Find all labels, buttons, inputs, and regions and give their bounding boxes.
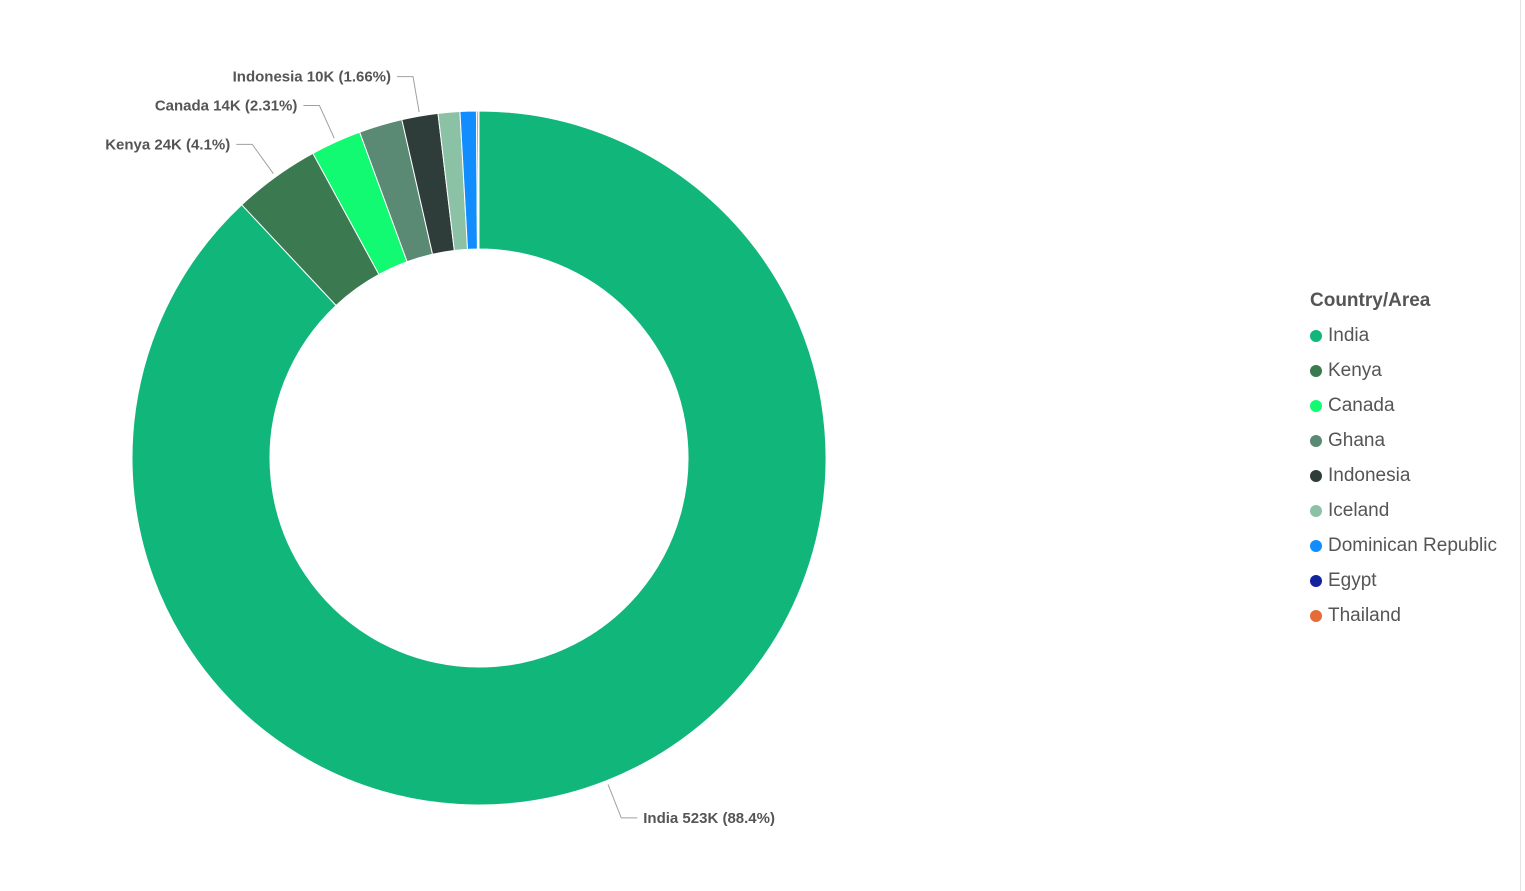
data-label-canada: Canada 14K (2.31%): [155, 97, 298, 114]
data-labels: India 523K (88.4%) Kenya 24K (4.1%) Canada…: [105, 69, 775, 827]
legend: Country/Area India Kenya Canada Ghana Indone…: [1310, 290, 1497, 633]
legend-title: Country/Area: [1310, 290, 1431, 311]
legend-item-ghana[interactable]: Ghana: [1310, 423, 1497, 458]
legend-label: Kenya: [1328, 359, 1382, 381]
legend-label: Thailand: [1328, 604, 1401, 626]
legend-label: Indonesia: [1328, 464, 1411, 486]
data-label-india: India 523K (88.4%): [643, 810, 775, 827]
legend-item-canada[interactable]: Canada: [1310, 388, 1497, 423]
legend-items: India Kenya Canada Ghana Indonesia Iceland Dom…: [1310, 318, 1497, 633]
legend-marker: [1310, 399, 1322, 412]
legend-label: India: [1328, 324, 1370, 346]
legend-marker: [1310, 434, 1322, 447]
legend-label: Iceland: [1328, 499, 1390, 521]
legend-label: Canada: [1328, 394, 1395, 416]
legend-marker: [1310, 609, 1322, 622]
data-label-kenya: Kenya 24K (4.1%): [105, 136, 230, 153]
legend-marker: [1310, 364, 1322, 377]
legend-item-thailand[interactable]: Thailand: [1310, 598, 1497, 633]
leader-line-indonesia: [397, 76, 420, 113]
legend-item-iceland[interactable]: Iceland: [1310, 493, 1497, 528]
visual-border: [1520, 0, 1521, 891]
legend-label: Egypt: [1328, 569, 1377, 591]
legend-item-dominican-republic[interactable]: Dominican Republic: [1310, 528, 1497, 563]
leader-line-canada: [303, 104, 335, 139]
legend-marker: [1310, 539, 1322, 552]
leader-line-kenya: [236, 143, 274, 174]
legend-marker: [1310, 574, 1322, 587]
legend-item-india[interactable]: India: [1310, 318, 1497, 353]
legend-label: Ghana: [1328, 429, 1386, 451]
leader-line-india: [607, 784, 638, 819]
donut-slices: [131, 110, 827, 806]
data-label-indonesia: Indonesia 10K (1.66%): [233, 69, 391, 86]
legend-item-kenya[interactable]: Kenya: [1310, 353, 1497, 388]
slice-india[interactable]: [131, 110, 827, 806]
legend-label: Dominican Republic: [1328, 534, 1497, 556]
legend-marker: [1310, 504, 1322, 517]
legend-item-egypt[interactable]: Egypt: [1310, 563, 1497, 598]
slice-thailand[interactable]: [477, 110, 480, 250]
legend-marker: [1310, 469, 1322, 482]
legend-marker: [1310, 329, 1322, 342]
legend-item-indonesia[interactable]: Indonesia: [1310, 458, 1497, 493]
